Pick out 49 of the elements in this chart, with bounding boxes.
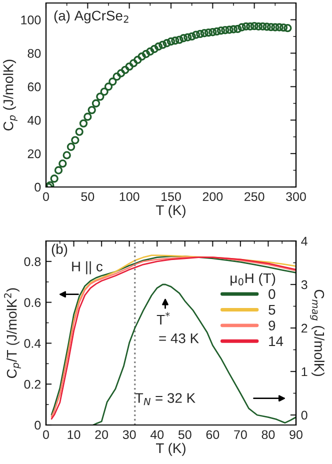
y-tick-label: 0 — [34, 182, 41, 192]
legend-label: 9 — [268, 320, 276, 330]
x-tick-label: 250 — [244, 192, 264, 202]
y-tick-label: 100 — [21, 16, 41, 24]
annotation: T$^{*}$ — [156, 312, 170, 325]
x-tick-label: 200 — [202, 192, 223, 202]
y-tick-label: 40 — [28, 116, 41, 125]
y2-tick-label: 0 — [301, 410, 308, 420]
annotation: H || c — [72, 261, 103, 274]
legend-label: 14 — [269, 336, 284, 346]
x-tick-label: 300 — [286, 192, 306, 202]
annotation: (b) — [52, 244, 68, 257]
x-tick-label: 70 — [234, 430, 247, 440]
x-tick-label: 0 — [43, 430, 49, 440]
legend-title: μ$_{0}$H (T) — [230, 272, 276, 286]
x-axis-title: T (K) — [156, 204, 186, 218]
y-tick-label: 0.8 — [24, 257, 41, 266]
x-tick-label: 80 — [262, 430, 275, 440]
y-tick-label: 0.2 — [24, 380, 41, 389]
x-tick-label: 90 — [290, 430, 302, 440]
x-tick-label: 50 — [81, 192, 94, 202]
x-axis-title: T (K) — [156, 442, 186, 456]
x-tick-label: 20 — [95, 430, 108, 440]
y-axis-title: C$_{p}$/T (J/molK$^{2}$) — [4, 288, 21, 378]
ref-line-label: T$_{N}$ = 32 K — [135, 393, 196, 406]
y-axis-title: C$_{p}$ (J/molK) — [3, 60, 18, 130]
annotation: (a) AgCrSe$_{2}$ — [54, 10, 128, 24]
y2-tick-label: 4 — [301, 236, 308, 246]
y-tick-label: 60 — [28, 82, 41, 92]
y-tick-label: 0.6 — [24, 298, 41, 307]
y2-tick-label: 1 — [302, 367, 308, 376]
y2-axis-title: C$_{mag}$ (J/molK) — [310, 290, 324, 376]
x-tick-label: 10 — [68, 430, 80, 440]
y-tick-label: 0 — [34, 420, 41, 430]
x-tick-label: 50 — [178, 430, 192, 440]
annotation: = 43 K — [159, 333, 199, 344]
x-tick-label: 150 — [162, 192, 181, 202]
y2-tick-label: 3 — [301, 280, 308, 290]
x-tick-label: 40 — [150, 430, 164, 440]
legend-label: 5 — [268, 305, 276, 315]
y2-tick-label: 2 — [301, 324, 308, 333]
x-tick-label: 30 — [122, 430, 136, 440]
x-tick-label: 100 — [120, 192, 140, 202]
x-tick-label: 0 — [43, 192, 49, 202]
legend-label: 0 — [268, 289, 276, 299]
y-tick-label: 0.4 — [24, 339, 41, 348]
y-tick-label: 80 — [28, 48, 41, 58]
x-tick-label: 60 — [206, 430, 220, 440]
y-tick-label: 20 — [28, 149, 41, 158]
